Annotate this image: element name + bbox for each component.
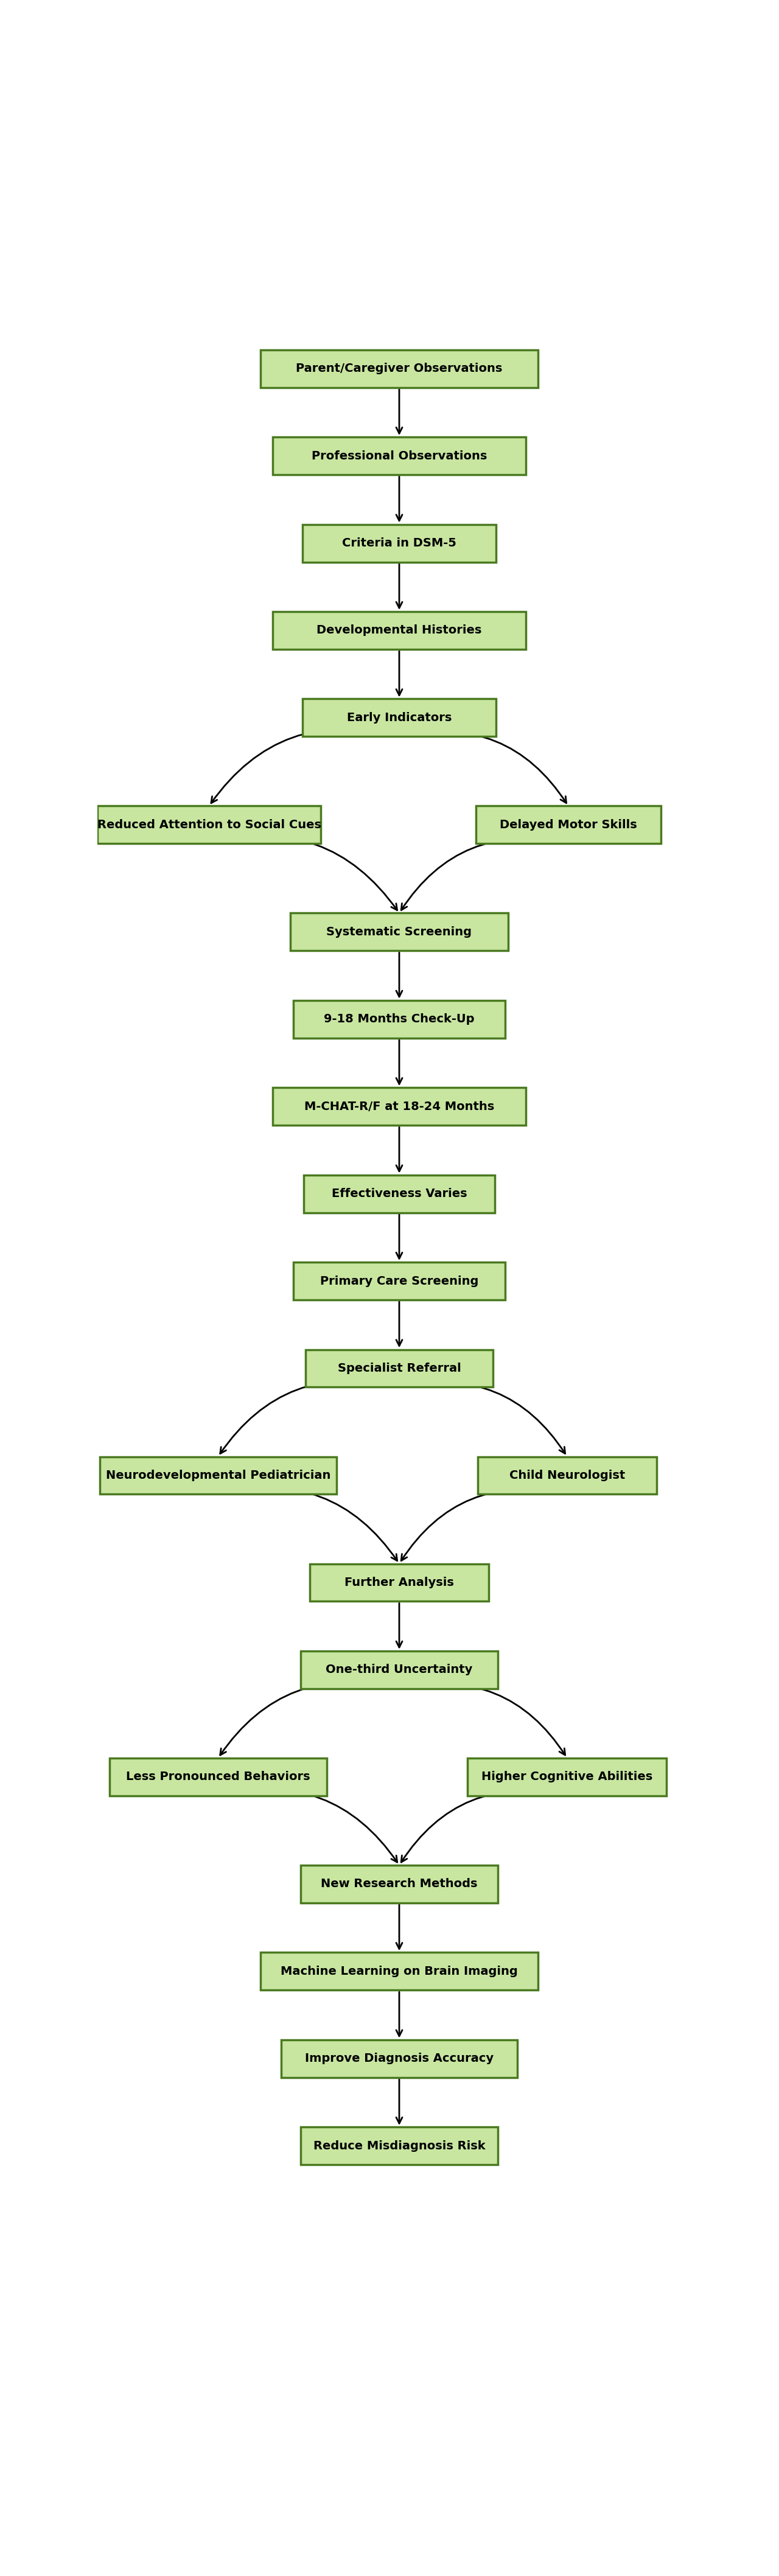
Text: Reduce Misdiagnosis Risk: Reduce Misdiagnosis Risk [313, 2141, 485, 2151]
FancyBboxPatch shape [260, 1953, 538, 1991]
FancyBboxPatch shape [301, 2128, 498, 2164]
FancyBboxPatch shape [273, 611, 526, 649]
FancyBboxPatch shape [304, 1175, 495, 1213]
FancyBboxPatch shape [476, 806, 661, 845]
Text: Neurodevelopmental Pediatrician: Neurodevelopmental Pediatrician [106, 1471, 330, 1481]
Text: Less Pronounced Behaviors: Less Pronounced Behaviors [126, 1772, 310, 1783]
Text: Parent/Caregiver Observations: Parent/Caregiver Observations [296, 363, 502, 374]
FancyBboxPatch shape [305, 1350, 493, 1386]
Text: Child Neurologist: Child Neurologist [509, 1471, 625, 1481]
FancyBboxPatch shape [100, 1455, 337, 1494]
FancyBboxPatch shape [273, 1087, 526, 1126]
FancyBboxPatch shape [281, 2040, 517, 2076]
Text: M-CHAT-R/F at 18-24 Months: M-CHAT-R/F at 18-24 Months [305, 1100, 494, 1113]
Text: Criteria in DSM-5: Criteria in DSM-5 [342, 538, 456, 549]
FancyBboxPatch shape [294, 999, 505, 1038]
Text: Further Analysis: Further Analysis [344, 1577, 454, 1589]
FancyBboxPatch shape [310, 1564, 488, 1602]
Text: One-third Uncertainty: One-third Uncertainty [326, 1664, 473, 1674]
FancyBboxPatch shape [302, 526, 495, 562]
Text: Early Indicators: Early Indicators [347, 711, 452, 724]
Text: Machine Learning on Brain Imaging: Machine Learning on Brain Imaging [280, 1965, 518, 1978]
Text: Reduced Attention to Social Cues: Reduced Attention to Social Cues [97, 819, 321, 829]
Text: 9-18 Months Check-Up: 9-18 Months Check-Up [324, 1012, 474, 1025]
FancyBboxPatch shape [260, 350, 538, 386]
Text: Professional Observations: Professional Observations [312, 451, 487, 461]
Text: Improve Diagnosis Accuracy: Improve Diagnosis Accuracy [305, 2053, 494, 2063]
FancyBboxPatch shape [110, 1757, 327, 1795]
FancyBboxPatch shape [301, 1865, 498, 1904]
FancyBboxPatch shape [291, 912, 508, 951]
Text: Delayed Motor Skills: Delayed Motor Skills [499, 819, 637, 829]
FancyBboxPatch shape [294, 1262, 505, 1301]
Text: Developmental Histories: Developmental Histories [316, 623, 482, 636]
Text: Primary Care Screening: Primary Care Screening [320, 1275, 478, 1288]
FancyBboxPatch shape [273, 438, 526, 474]
FancyBboxPatch shape [301, 1651, 498, 1690]
FancyBboxPatch shape [302, 698, 495, 737]
FancyBboxPatch shape [97, 806, 321, 845]
Text: Specialist Referral: Specialist Referral [337, 1363, 461, 1373]
Text: Higher Cognitive Abilities: Higher Cognitive Abilities [481, 1772, 653, 1783]
FancyBboxPatch shape [467, 1757, 667, 1795]
Text: New Research Methods: New Research Methods [321, 1878, 478, 1891]
Text: Systematic Screening: Systematic Screening [326, 927, 472, 938]
FancyBboxPatch shape [478, 1455, 657, 1494]
Text: Effectiveness Varies: Effectiveness Varies [332, 1188, 467, 1200]
